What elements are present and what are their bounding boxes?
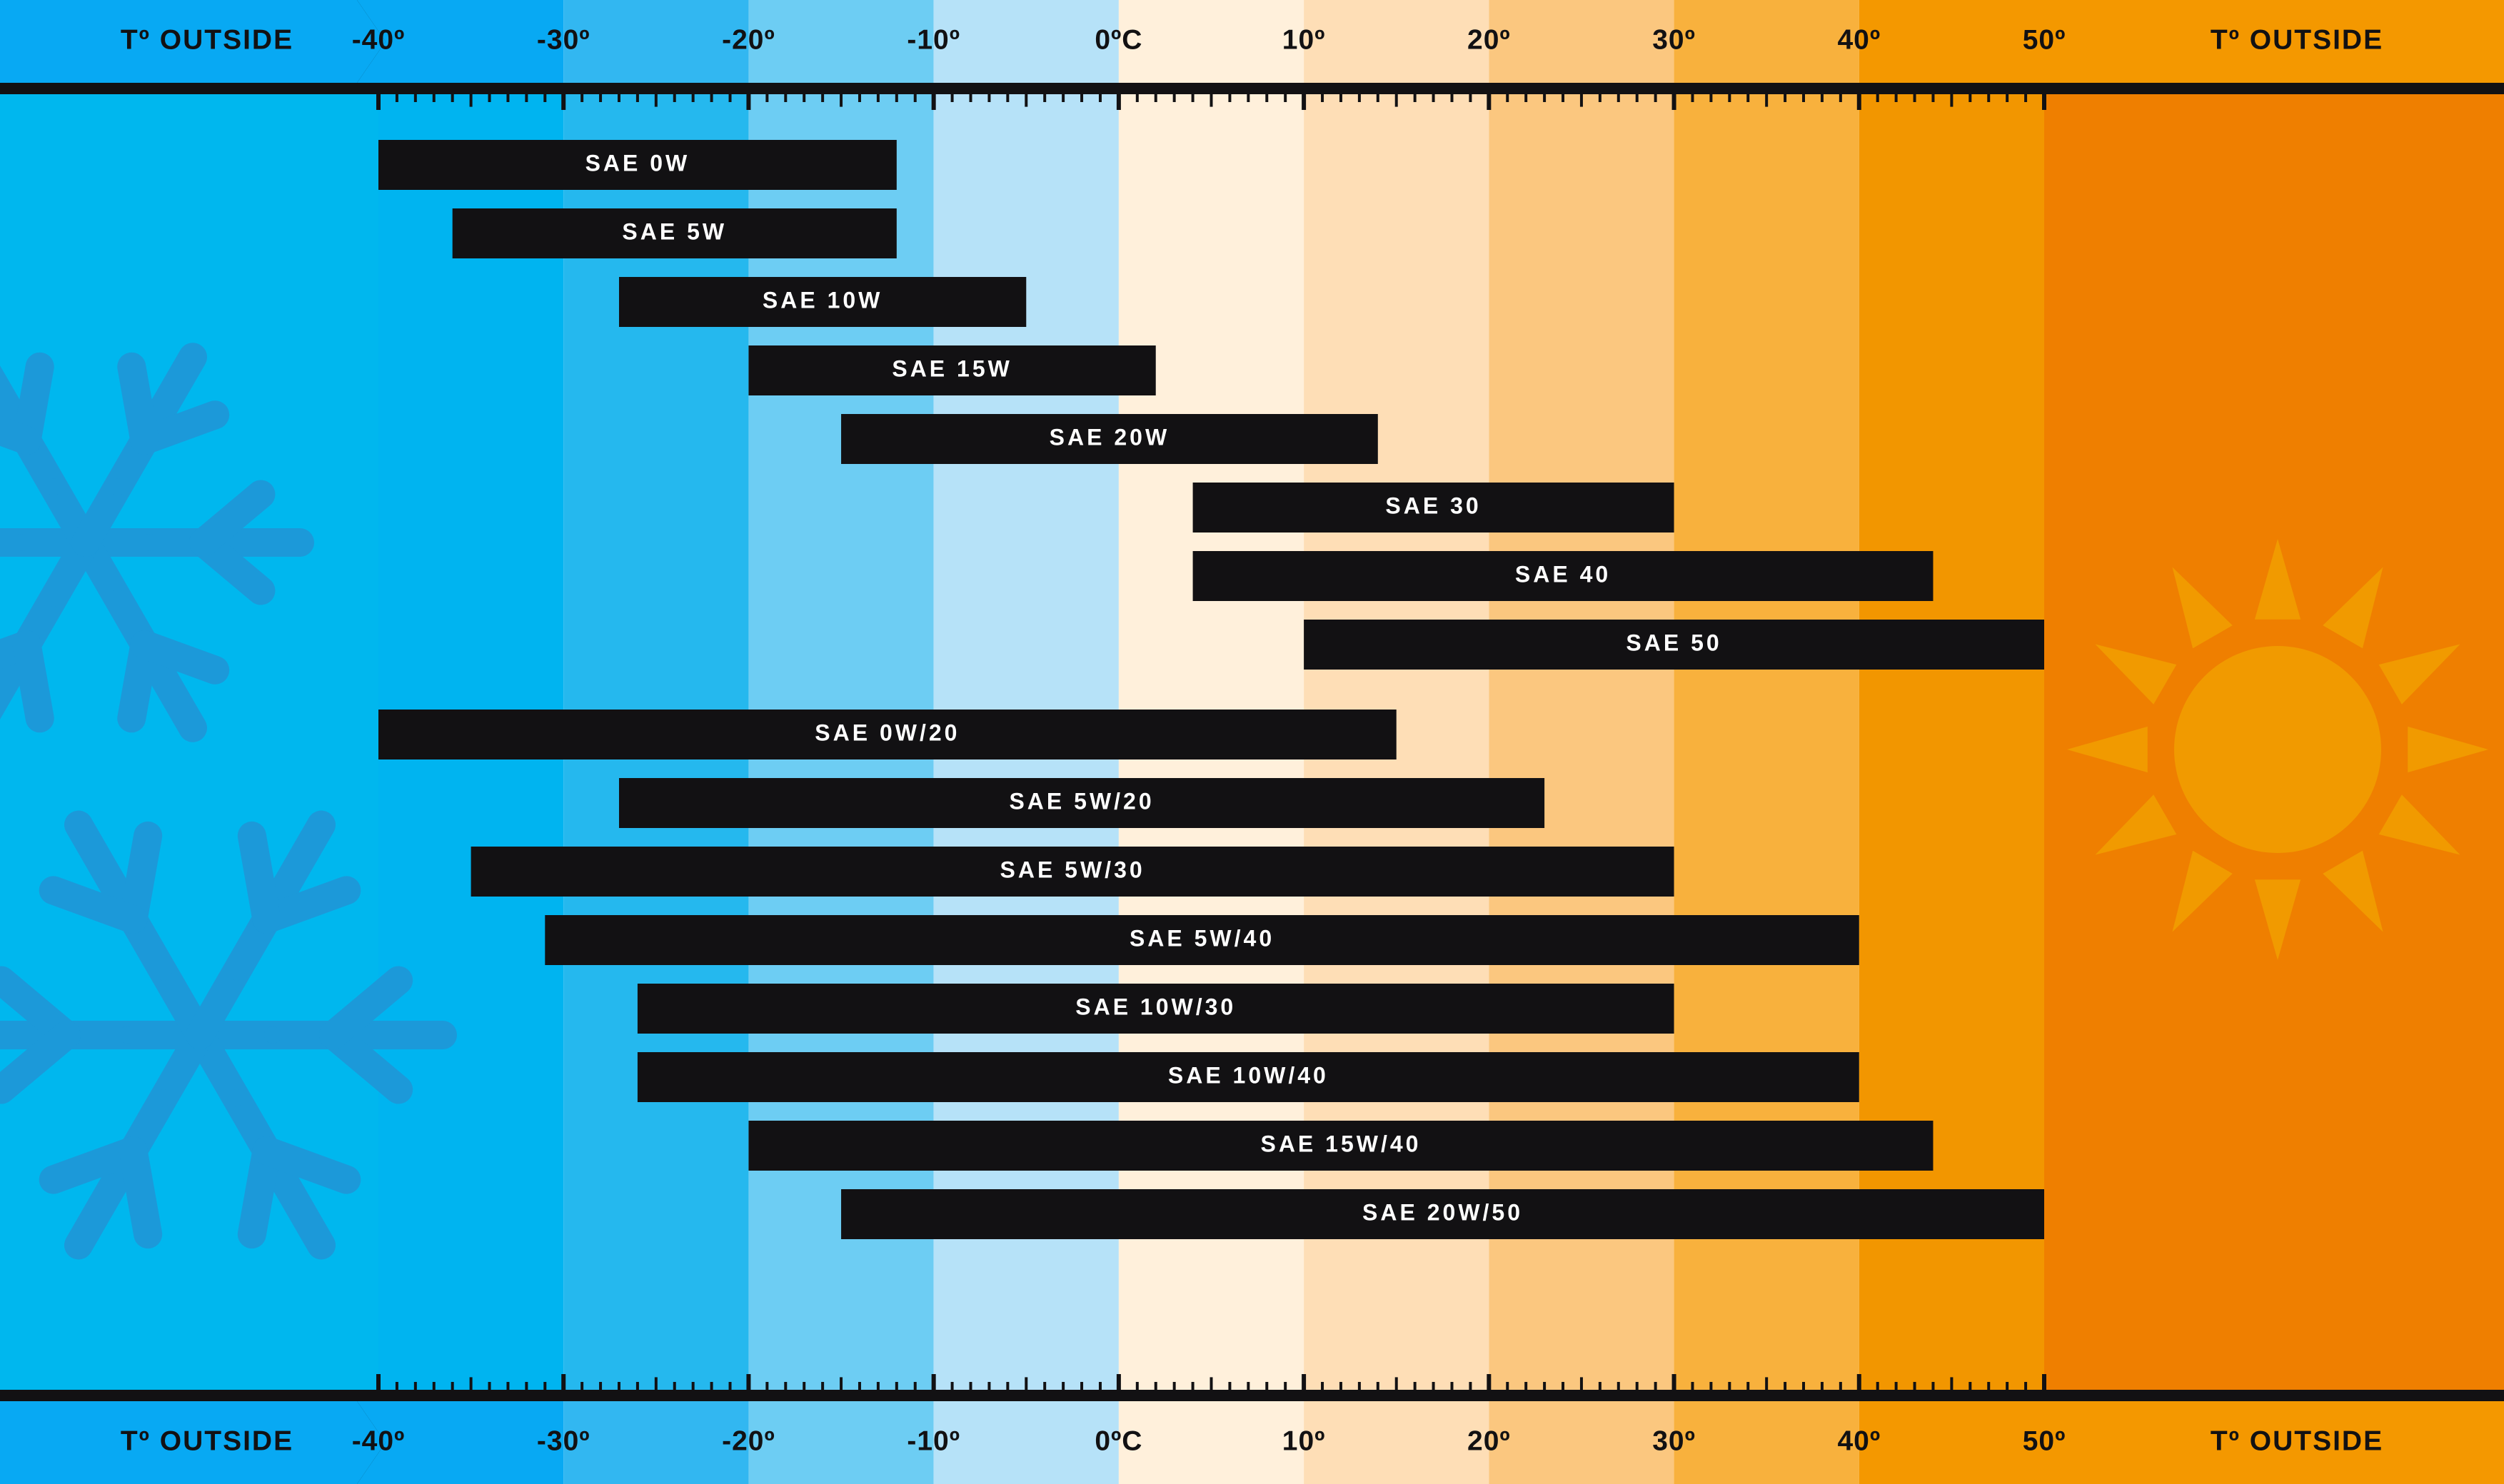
viscosity-bar-label: SAE 10W: [763, 287, 883, 313]
axis-tick-label: 30º: [1652, 1425, 1696, 1456]
axis-outside-label: Tº OUTSIDE: [2211, 24, 2383, 55]
viscosity-bar-label: SAE 20W: [1050, 424, 1170, 450]
axis-tick-label: 10º: [1282, 1425, 1326, 1456]
viscosity-bar-label: SAE 5W: [622, 218, 727, 244]
axis-tick-label: 40º: [1837, 24, 1881, 55]
viscosity-bar-label: SAE 10W/40: [1168, 1062, 1329, 1088]
axis-tick-label: -40º: [352, 1425, 406, 1456]
viscosity-bar-label: SAE 40: [1515, 561, 1611, 587]
viscosity-bar-label: SAE 0W/20: [815, 720, 960, 745]
sae-viscosity-chart: Tº OUTSIDE Tº OUTSIDE -40º -30º -20º -10º 0ºC 1…: [0, 0, 2504, 1484]
axis-tick-label: -40º: [352, 24, 406, 55]
viscosity-bar-label: SAE 5W/40: [1130, 925, 1274, 951]
viscosity-bar-label: SAE 5W/30: [1000, 857, 1145, 882]
axis-tick-label: -10º: [907, 1425, 960, 1456]
axis-outside-label: Tº OUTSIDE: [2211, 1425, 2383, 1456]
axis-outside-label: Tº OUTSIDE: [121, 24, 293, 55]
axis-tick-label: -30º: [537, 1425, 590, 1456]
axis-tick-label: -20º: [722, 24, 775, 55]
viscosity-bar-label: SAE 10W/30: [1075, 994, 1236, 1019]
viscosity-bar-label: SAE 5W/20: [1009, 788, 1154, 814]
axis-tick-label: -30º: [537, 24, 590, 55]
axis-tick-label: 20º: [1467, 24, 1511, 55]
axis-tick-label: -10º: [907, 24, 960, 55]
viscosity-bar-label: SAE 20W/50: [1362, 1199, 1523, 1225]
axis-tick-label: 30º: [1652, 24, 1696, 55]
axis-tick-label: 50º: [2023, 24, 2066, 55]
viscosity-bar-label: SAE 30: [1385, 493, 1481, 518]
axis-tick-label: 20º: [1467, 1425, 1511, 1456]
viscosity-bar-label: SAE 15W/40: [1260, 1131, 1421, 1156]
viscosity-bar-label: SAE 50: [1626, 630, 1721, 655]
viscosity-bar-label: SAE 15W: [892, 355, 1012, 381]
viscosity-bar-label: SAE 0W: [585, 150, 690, 176]
axis-outside-label: Tº OUTSIDE: [121, 1425, 293, 1456]
axis-tick-label: 10º: [1282, 24, 1326, 55]
axis-tick-label: 0ºC: [1095, 1425, 1142, 1456]
axis-tick-label: -20º: [722, 1425, 775, 1456]
axis-tick-label: 40º: [1837, 1425, 1881, 1456]
axis-tick-label: 0ºC: [1095, 24, 1142, 55]
axis-tick-label: 50º: [2023, 1425, 2066, 1456]
